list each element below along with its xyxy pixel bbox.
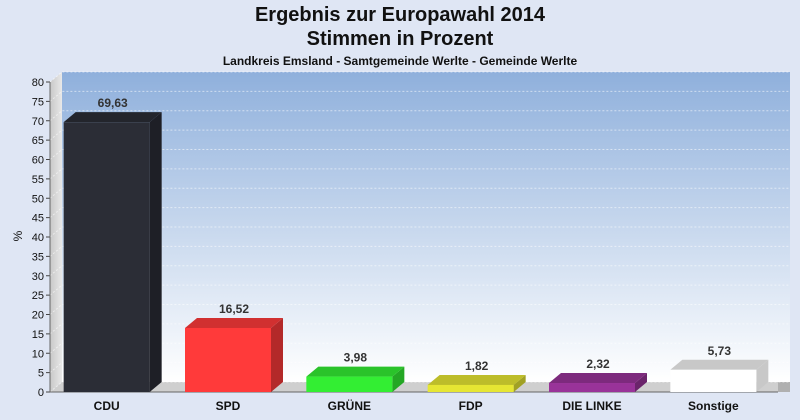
bar (63, 122, 150, 392)
bar (427, 384, 514, 392)
chart-title: Ergebnis zur Europawahl 2014 (254, 4, 546, 26)
bar-side (635, 373, 647, 392)
data-label: 5,73 (708, 344, 732, 358)
grid-line (49, 168, 790, 180)
x-tick-label: CDU (94, 399, 120, 413)
grid-lines (49, 71, 790, 393)
y-tick-label: 50 (32, 193, 44, 205)
grid-line (49, 362, 790, 374)
y-tick-label: 70 (32, 116, 44, 128)
x-tick-label: FDP (459, 399, 483, 413)
bar-side (392, 366, 405, 392)
grid-line (49, 304, 790, 315)
y-tick-label: 15 (32, 329, 44, 341)
y-axis: 0 5 10 15 20 25 30 35 40 45 50 55 60 65 70 75 80% (11, 77, 778, 399)
x-tick-label: SPD (216, 399, 241, 413)
grid-line (49, 284, 790, 296)
y-tick-label: 80 (32, 77, 44, 89)
grid-line (49, 129, 790, 141)
bar-top (306, 366, 405, 377)
bar (306, 376, 393, 392)
bar-top (670, 359, 769, 370)
grid-line (49, 187, 790, 199)
bar (185, 327, 271, 392)
bar (670, 369, 757, 392)
grid-line (49, 110, 790, 122)
bar-side (513, 374, 526, 392)
bar-top (427, 374, 526, 385)
x-tick-label: GRÜNE (328, 398, 371, 413)
chart-subtitle: Stimmen in Prozent (306, 28, 494, 50)
y-axis-label: % (11, 230, 25, 241)
y-tick-label: 10 (32, 348, 44, 360)
bar-top (549, 373, 647, 384)
data-label: 16,52 (219, 302, 249, 316)
y-tick-label: 25 (32, 290, 44, 302)
y-tick-label: 75 (32, 96, 44, 108)
grid-line (49, 265, 790, 277)
y-tick-label: 20 (32, 310, 44, 322)
y-tick-label: 45 (32, 213, 44, 225)
data-label: 2,32 (586, 357, 610, 371)
bar-side (756, 359, 769, 392)
data-label: 3,98 (344, 351, 368, 365)
y-tick-label: 35 (32, 251, 44, 263)
chart-caption: Landkreis Emsland - Samtgemeinde Werlte … (222, 54, 578, 68)
grid-line (49, 149, 790, 160)
y-tick-label: 30 (32, 271, 44, 283)
bar (549, 383, 635, 392)
bar-top (63, 112, 162, 123)
y-tick-label: 40 (32, 232, 44, 244)
grid-line (49, 90, 790, 102)
data-label: 1,82 (465, 359, 489, 373)
grid-line (49, 245, 790, 257)
plot-floor-edge (778, 382, 790, 392)
labels: 69,63 CDU 16,52 SPD 3,98 GRÜNE 1,82 FDP 2,32 DIE … (94, 96, 739, 413)
bar-top (185, 317, 283, 328)
y-tick-label: 65 (32, 135, 44, 147)
grid-line (49, 323, 790, 335)
y-tick-label: 55 (32, 174, 44, 186)
bars (63, 112, 769, 392)
plot-side-wall (50, 72, 62, 392)
grid-line (49, 226, 790, 238)
data-label: 69,63 (98, 96, 128, 110)
grid-line (49, 207, 790, 219)
y-tick-label: 5 (38, 368, 44, 380)
grid-line (49, 342, 790, 354)
x-tick-label: DIE LINKE (562, 399, 621, 413)
grid-line (49, 71, 790, 83)
grid-line (49, 381, 790, 393)
bar-side (149, 112, 162, 392)
y-tick-label: 60 (32, 155, 44, 167)
x-tick-label: Sonstige (688, 399, 739, 413)
bar-side (271, 317, 283, 392)
y-tick-label: 0 (38, 387, 44, 399)
